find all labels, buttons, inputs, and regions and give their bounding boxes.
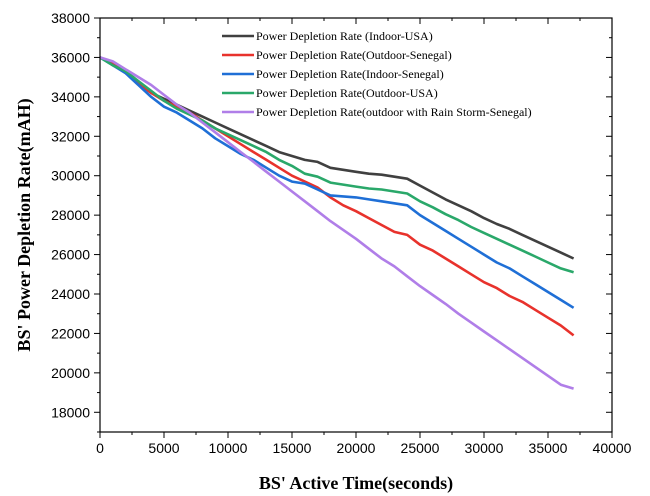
y-axis-title: BS' Power Depletion Rate(mAH) [14, 98, 35, 351]
series-line-3 [99, 56, 575, 309]
x-axis-title: BS' Active Time(seconds) [259, 473, 453, 494]
y-tick-label: 36000 [51, 49, 90, 65]
y-tick-label: 22000 [51, 325, 90, 341]
y-tick-label: 24000 [51, 286, 90, 302]
y-tick-label: 28000 [51, 207, 90, 223]
y-tick-label: 34000 [51, 89, 90, 105]
x-tick-label: 10000 [209, 440, 248, 456]
y-tick-label: 32000 [51, 128, 90, 144]
y-tick-label: 38000 [51, 10, 90, 26]
series-line-5 [99, 56, 574, 390]
legend-label: Power Depletion Rate(Indoor-Senegal) [256, 67, 444, 81]
x-tick-label: 35000 [529, 440, 568, 456]
x-tick-label: 20000 [337, 440, 376, 456]
legend-label: Power Depletion Rate(Outdoor-Senegal) [256, 48, 452, 62]
y-tick-label: 18000 [51, 404, 90, 420]
series-line-4 [99, 56, 574, 274]
plot-frame [99, 17, 613, 433]
x-tick-label: 25000 [401, 440, 440, 456]
x-tick-label: 40000 [593, 440, 632, 456]
legend-label: Power Depletion Rate (Indoor-USA) [256, 29, 433, 43]
y-tick-label: 26000 [51, 247, 90, 263]
x-tick-label: 5000 [148, 440, 179, 456]
series-line-2 [99, 56, 575, 337]
x-tick-label: 0 [96, 440, 104, 456]
x-tick-label: 30000 [465, 440, 504, 456]
legend-label: Power Depletion Rate(Outdoor-USA) [256, 86, 438, 100]
legend-label: Power Depletion Rate(outdoor with Rain S… [256, 105, 532, 119]
x-tick-label: 15000 [273, 440, 312, 456]
y-tick-label: 30000 [51, 168, 90, 184]
y-tick-label: 20000 [51, 365, 90, 381]
